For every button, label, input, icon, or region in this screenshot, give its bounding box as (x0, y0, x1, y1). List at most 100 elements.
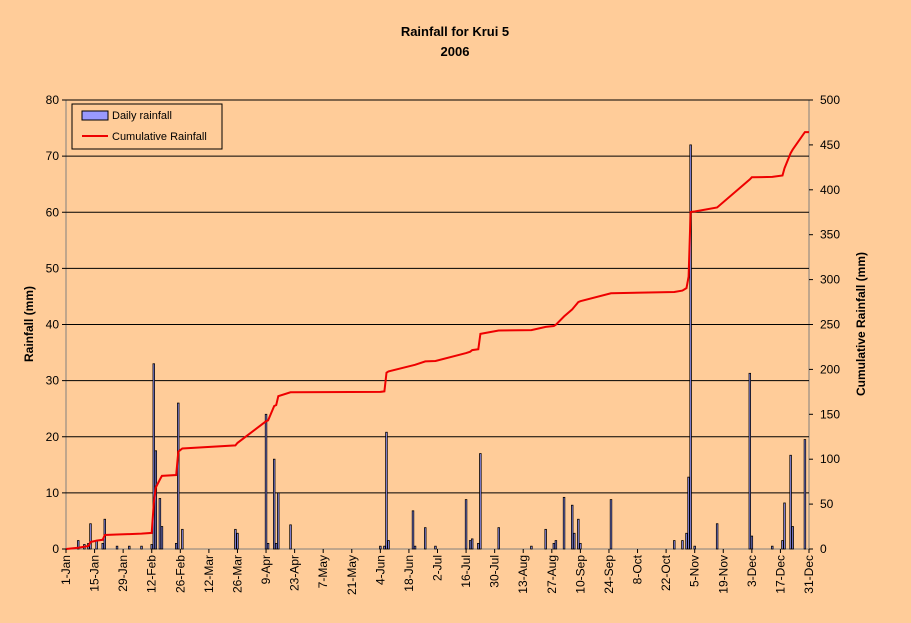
daily-rainfall-bar (181, 528, 184, 550)
y2-tick-label: 300 (820, 273, 840, 287)
x-tick-label: 24-Sep (602, 555, 616, 594)
daily-rainfall-bar (477, 542, 480, 550)
y2-axis-title: Cumulative Rainfall (mm) (854, 252, 868, 396)
y2-tick-label: 500 (820, 93, 840, 107)
daily-rainfall-bar (77, 540, 80, 550)
daily-rainfall-bar (385, 431, 388, 550)
daily-rainfall-bar (95, 540, 98, 550)
daily-rainfall-bar (562, 496, 566, 550)
daily-rainfall-bar (434, 545, 437, 550)
x-tick-label: 22-Oct (659, 554, 673, 591)
daily-rainfall-bar (803, 439, 807, 550)
daily-rainfall-bar (552, 542, 556, 550)
daily-rainfall-bar (89, 523, 92, 550)
y-tick-label: 50 (46, 261, 60, 275)
daily-rainfall-bar (471, 538, 474, 550)
legend-label-daily-rainfall: Daily rainfall (112, 110, 172, 122)
x-tick-label: 4-Jun (373, 555, 387, 585)
y2-tick-label: 150 (820, 407, 840, 421)
legend: Daily rainfall Cumulative Rainfall (71, 103, 223, 150)
y-tick-label: 80 (46, 93, 60, 107)
x-tick-label: 16-Jul (459, 555, 473, 588)
x-tick-label: 1-Jan (59, 555, 73, 585)
daily-rainfall-bars (77, 144, 807, 550)
x-tick-label: 30-Jul (488, 555, 502, 588)
daily-rainfall-bar (685, 532, 688, 550)
y2-tick-label: 0 (820, 542, 827, 556)
daily-rainfall-bar (128, 545, 131, 550)
x-tick-label: 8-Oct (631, 554, 645, 584)
daily-rainfall-bar (234, 528, 237, 550)
daily-rainfall-bar (554, 540, 558, 550)
y-tick-label: 60 (46, 205, 60, 219)
y2-tick-label: 450 (820, 138, 840, 152)
daily-rainfall-bar (273, 458, 276, 550)
daily-rainfall-bar (530, 545, 533, 550)
daily-rainfall-bar (689, 144, 692, 550)
daily-rainfall-bar (387, 540, 390, 550)
x-tick-label: 13-Aug (516, 555, 530, 594)
y-tick-label: 10 (46, 486, 60, 500)
x-tick-label: 3-Dec (745, 555, 759, 587)
daily-rainfall-bar (783, 502, 786, 550)
chart-title: Rainfall for Krui 5 (401, 24, 509, 39)
daily-rainfall-bar (264, 413, 268, 550)
daily-rainfall-bar (609, 499, 613, 550)
daily-rainfall-bar (781, 540, 784, 550)
daily-rainfall-bar (479, 453, 482, 550)
x-tick-label: 29-Jan (116, 555, 130, 592)
x-tick-label: 17-Dec (773, 555, 787, 594)
y-tick-label: 0 (52, 542, 59, 556)
daily-rainfall-bar (693, 545, 696, 550)
y2-tick-label: 250 (820, 318, 840, 332)
legend-label-cumulative-rainfall: Cumulative Rainfall (112, 131, 207, 143)
daily-rainfall-bar (715, 523, 719, 550)
x-tick-label: 26-Mar (230, 555, 244, 593)
daily-rainfall-bar (673, 540, 676, 550)
daily-rainfall-bar (789, 454, 792, 550)
y2-tick-label: 50 (820, 497, 834, 511)
x-tick-label: 9-Apr (259, 555, 273, 584)
y2-tick-label: 100 (820, 452, 840, 466)
x-tick-label: 31-Dec (802, 555, 816, 594)
daily-rainfall-bar (573, 532, 576, 550)
daily-rainfall-bar (383, 545, 386, 550)
y-tick-label: 30 (46, 374, 60, 388)
y2-tick-label: 200 (820, 362, 840, 376)
daily-rainfall-bar (266, 542, 270, 550)
daily-rainfall-bar (571, 504, 574, 550)
daily-rainfall-bar (413, 545, 417, 550)
y-tick-label: 20 (46, 430, 60, 444)
daily-rainfall-bar (160, 526, 164, 550)
cumulative-rainfall-line (65, 131, 809, 550)
y-axis-title: Rainfall (mm) (22, 286, 36, 362)
daily-rainfall-bar (750, 535, 754, 550)
x-tick-label: 2-Jul (431, 555, 445, 581)
daily-rainfall-bar (115, 545, 119, 550)
daily-rainfall-bar (379, 545, 382, 550)
x-tick-label: 21-May (345, 555, 359, 595)
daily-rainfall-bar (771, 545, 774, 550)
daily-rainfall-bar (158, 498, 162, 550)
y2-tick-label: 350 (820, 228, 840, 242)
daily-rainfall-bar (236, 532, 239, 550)
x-tick-label: 18-Jun (402, 555, 416, 592)
daily-rainfall-bar (791, 526, 794, 550)
x-tick-label: 7-May (316, 555, 330, 588)
daily-rainfall-bar (687, 476, 690, 550)
daily-rainfall-bar (152, 363, 155, 550)
daily-rainfall-bar (175, 542, 178, 550)
daily-rainfall-bar (468, 540, 472, 550)
x-axis-ticks: 1-Jan 15-Jan 29-Jan 12-Feb 26-Feb 12-Mar 26-Ma… (59, 549, 816, 595)
x-tick-label: 15-Jan (88, 555, 102, 592)
y-tick-label: 40 (46, 318, 60, 332)
daily-rainfall-bar (177, 402, 180, 550)
daily-rainfall-bar (411, 510, 415, 550)
gridlines (66, 99, 809, 494)
daily-rainfall-bar (577, 518, 580, 550)
x-tick-label: 12-Mar (202, 555, 216, 593)
x-tick-label: 19-Nov (716, 555, 730, 594)
daily-rainfall-bar (277, 492, 280, 550)
chart-subtitle: 2006 (441, 44, 470, 59)
